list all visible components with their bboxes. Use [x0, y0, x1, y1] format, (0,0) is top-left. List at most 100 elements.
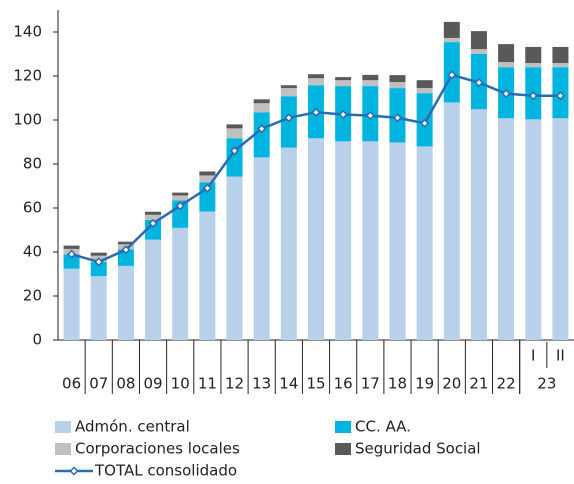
- bar-segment: [253, 157, 270, 340]
- bar-segment: [498, 62, 515, 68]
- legend-label: Admón. central: [75, 418, 190, 436]
- bar-segment: [63, 245, 80, 249]
- bar-segment: [443, 102, 460, 341]
- bar-segment: [145, 239, 162, 340]
- x-tick-label: 12: [225, 375, 244, 393]
- bar-segment: [335, 141, 352, 340]
- total-marker: [555, 91, 565, 101]
- total-marker: [311, 107, 321, 117]
- total-marker: [392, 113, 403, 123]
- bar-segment: [280, 85, 297, 89]
- bar-segment: [552, 63, 569, 68]
- bar-segment: [280, 88, 297, 97]
- x-tick-label: 15: [306, 375, 325, 393]
- x-tick-label: II: [556, 347, 565, 365]
- total-marker: [94, 257, 104, 267]
- bar-segment: [362, 74, 379, 81]
- bar-segment: [253, 103, 270, 113]
- legend-swatch: [55, 443, 71, 455]
- bar-segment: [253, 99, 270, 104]
- total-marker: [447, 70, 457, 80]
- total-marker: [284, 113, 294, 123]
- bar-segment: [552, 118, 569, 341]
- x-tick-label: 09: [144, 375, 163, 393]
- legend-swatch: [335, 421, 351, 433]
- bar-segment: [335, 77, 352, 81]
- total-marker: [67, 249, 77, 259]
- total-marker: [229, 146, 240, 156]
- bar-segment: [470, 49, 487, 54]
- y-tick-label: 100: [13, 111, 42, 129]
- bar-segment: [226, 176, 243, 340]
- x-group-label: 23: [537, 375, 556, 393]
- bar-segment: [226, 124, 243, 129]
- y-tick-label: 20: [23, 287, 42, 305]
- bar-segment: [362, 141, 379, 340]
- bar-segment: [389, 75, 406, 83]
- bar-segment: [145, 214, 162, 220]
- bar-segment: [145, 211, 162, 215]
- bar-segment: [117, 265, 134, 340]
- x-tick-label: 16: [334, 375, 353, 393]
- bar-segment: [253, 112, 270, 158]
- total-marker: [148, 218, 158, 228]
- y-tick-label: 120: [13, 67, 42, 85]
- bar-segment: [389, 142, 406, 340]
- total-marker: [501, 89, 511, 99]
- y-tick-label: 80: [23, 155, 42, 173]
- bar-segment: [525, 63, 542, 68]
- bar-segment: [63, 268, 80, 340]
- bar-segment: [90, 261, 107, 277]
- bar-segment: [525, 46, 542, 64]
- total-marker: [202, 183, 212, 193]
- bar-segment: [172, 227, 189, 340]
- bar-segment: [552, 46, 569, 64]
- x-tick-label: 18: [388, 375, 407, 393]
- bar-segment: [470, 31, 487, 50]
- bar-segment: [117, 241, 134, 245]
- x-tick-label: 13: [252, 375, 271, 393]
- total-marker: [420, 118, 430, 128]
- y-tick-label: 60: [23, 199, 42, 217]
- x-tick-label: 11: [198, 375, 217, 393]
- legend-marker: [69, 466, 79, 476]
- bar-segment: [308, 78, 324, 86]
- x-tick-label: 19: [415, 375, 434, 393]
- x-tick-label: 20: [442, 375, 461, 393]
- legend-swatch: [55, 421, 71, 433]
- legend: Admón. central CC. AA. Corporaciones local…: [55, 418, 481, 480]
- y-tick-label: 0: [32, 331, 42, 349]
- y-tick-label: 140: [13, 23, 42, 41]
- x-tick-label: 07: [89, 375, 108, 393]
- bar-segment: [416, 146, 433, 340]
- bar-segment: [63, 254, 80, 269]
- total-marker: [338, 109, 348, 120]
- x-tick-label: 08: [116, 375, 135, 393]
- bar-segment: [308, 138, 324, 340]
- total-marker: [257, 124, 267, 134]
- bar-segment: [416, 88, 433, 94]
- bar-segment: [199, 175, 216, 183]
- bar-segment: [498, 44, 515, 63]
- bar-segment: [498, 118, 515, 341]
- x-tick-label: 22: [497, 375, 516, 393]
- x-tick-label: 06: [62, 375, 81, 393]
- bar-segment: [90, 252, 107, 256]
- bar-segment: [172, 195, 189, 201]
- x-tick-label: 17: [361, 375, 380, 393]
- bar-segment: [199, 211, 216, 340]
- total-marker: [175, 201, 185, 211]
- bar-segment: [525, 119, 542, 340]
- bar-segment: [226, 128, 243, 139]
- bar-segment: [172, 192, 189, 196]
- legend-label: Seguridad Social: [355, 440, 481, 458]
- x-tick-label: 10: [171, 375, 190, 393]
- bar-segment: [416, 80, 433, 89]
- legend-label: CC. AA.: [355, 418, 411, 436]
- legend-label: TOTAL consolidado: [94, 462, 237, 480]
- total-marker: [474, 78, 484, 88]
- total-marker: [121, 245, 131, 255]
- legend-swatch: [335, 443, 351, 455]
- bar-segment: [335, 80, 352, 87]
